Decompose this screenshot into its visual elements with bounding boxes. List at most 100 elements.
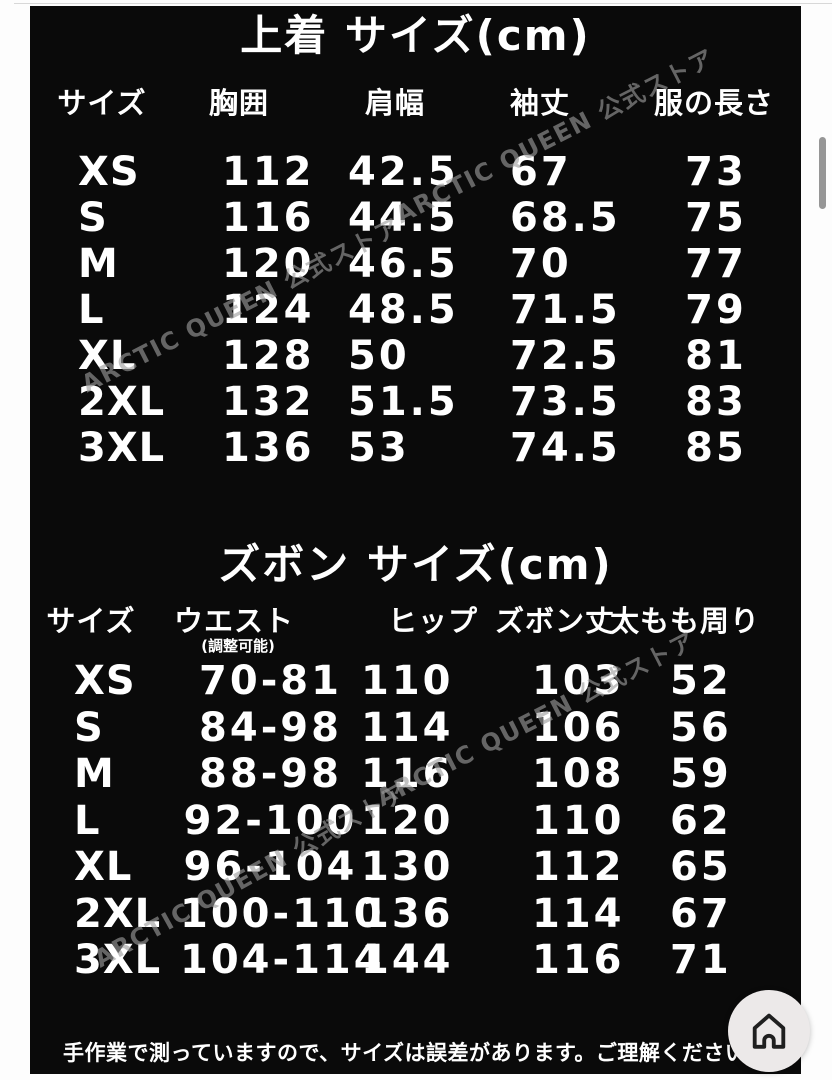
- waist-cell: 88-98: [199, 751, 342, 798]
- header-garment-length: 服の長さ: [653, 86, 775, 120]
- size-cell: XS: [74, 658, 136, 705]
- trouser-length-cell: 114: [532, 890, 625, 937]
- size-cell: L: [78, 287, 105, 333]
- thigh-cell: 71: [670, 937, 732, 984]
- sleeve-cell: 73.5: [510, 379, 621, 425]
- chest-cell: 128: [222, 333, 315, 379]
- length-cell: 79: [685, 287, 747, 333]
- chest-cell: 136: [222, 425, 315, 471]
- jacket-table-body: XS 112 42.5 67 73 S 116 44.5 68.5 75 M 1…: [30, 149, 801, 471]
- waist-cell: 100-110: [180, 890, 385, 937]
- size-cell: XL: [74, 844, 133, 891]
- table-row: XS 70-81 110 103 52: [30, 658, 801, 705]
- sleeve-cell: 67: [510, 149, 572, 195]
- waist-adjustable-note: (調整可能): [201, 637, 275, 655]
- waist-cell: 92-100: [183, 797, 358, 844]
- shoulder-cell: 42.5: [348, 149, 459, 195]
- table-row: S 84-98 114 106 56: [30, 705, 801, 752]
- thigh-cell: 65: [670, 844, 732, 891]
- table-row: S 116 44.5 68.5 75: [30, 195, 801, 241]
- header-chest: 胸囲: [208, 86, 270, 120]
- measurement-disclaimer: 手作業で測っていますので、サイズは誤差があります。ご理解ください。: [63, 1041, 768, 1065]
- size-cell: M: [78, 241, 119, 287]
- header-sleeve: 袖丈: [509, 86, 571, 120]
- trouser-length-cell: 103: [532, 658, 625, 705]
- header-size: サイズ: [57, 86, 147, 120]
- sleeve-cell: 72.5: [510, 333, 621, 379]
- table-row: 2XL 132 51.5 73.5 83: [30, 379, 801, 425]
- header-size: サイズ: [46, 604, 136, 638]
- trouser-length-cell: 108: [532, 751, 625, 798]
- length-cell: 83: [685, 379, 747, 425]
- table-row: 3XL 136 53 74.5 85: [30, 425, 801, 471]
- waist-cell: 104-114: [180, 937, 385, 984]
- size-cell: XL: [78, 333, 137, 379]
- size-cell: 2XL: [74, 890, 162, 937]
- trouser-length-cell: 110: [532, 797, 625, 844]
- shoulder-cell: 48.5: [348, 287, 459, 333]
- top-divider-line: [14, 3, 832, 4]
- thigh-cell: 56: [670, 704, 732, 751]
- hip-cell: 114: [361, 704, 454, 751]
- hip-cell: 136: [361, 890, 454, 937]
- hip-cell: 110: [361, 658, 454, 705]
- size-cell: 2XL: [78, 379, 166, 425]
- size-cell: S: [78, 195, 108, 241]
- size-chart-image: 上着 サイズ(cm) サイズ 胸囲 肩幅 袖丈 服の長さ XS 112 42.5…: [30, 6, 801, 1074]
- chest-cell: 124: [222, 287, 315, 333]
- hip-cell: 120: [361, 797, 454, 844]
- header-waist: ウエスト: [173, 604, 295, 638]
- shoulder-cell: 44.5: [348, 195, 459, 241]
- waist-cell: 70-81: [199, 658, 342, 705]
- table-row: XS 112 42.5 67 73: [30, 149, 801, 195]
- table-row: XL 128 50 72.5 81: [30, 333, 801, 379]
- length-cell: 85: [685, 425, 747, 471]
- trouser-length-cell: 116: [532, 937, 625, 984]
- home-button[interactable]: [728, 990, 810, 1072]
- thigh-cell: 62: [670, 797, 732, 844]
- chest-cell: 132: [222, 379, 315, 425]
- header-trouser-length: ズボン丈: [494, 604, 616, 638]
- table-row: 2XL 100-110 136 114 67: [30, 891, 801, 938]
- home-icon: [752, 1013, 786, 1049]
- header-shoulder: 肩幅: [364, 86, 426, 120]
- waist-cell: 96-104: [183, 844, 358, 891]
- hip-cell: 116: [361, 751, 454, 798]
- size-cell: XS: [78, 149, 140, 195]
- sleeve-cell: 74.5: [510, 425, 621, 471]
- size-cell: S: [74, 704, 104, 751]
- length-cell: 73: [685, 149, 747, 195]
- length-cell: 75: [685, 195, 747, 241]
- header-thigh: 太もも周り: [609, 604, 761, 638]
- pants-table-header-row: サイズ ウエスト ヒップ ズボン丈 太もも周り: [30, 603, 801, 639]
- thigh-cell: 52: [670, 658, 732, 705]
- chest-cell: 116: [222, 195, 315, 241]
- length-cell: 81: [685, 333, 747, 379]
- table-row: L 124 48.5 71.5 79: [30, 287, 801, 333]
- sleeve-cell: 71.5: [510, 287, 621, 333]
- length-cell: 77: [685, 241, 747, 287]
- chest-cell: 120: [222, 241, 315, 287]
- shoulder-cell: 51.5: [348, 379, 459, 425]
- trouser-length-cell: 112: [532, 844, 625, 891]
- table-row: XL 96-104 130 112 65: [30, 844, 801, 891]
- jacket-table-title: 上着 サイズ(cm): [240, 11, 591, 60]
- header-hip: ヒップ: [387, 604, 479, 638]
- hip-cell: 130: [361, 844, 454, 891]
- thigh-cell: 59: [670, 751, 732, 798]
- size-cell: 3XL: [74, 937, 162, 984]
- table-row: M 88-98 116 108 59: [30, 751, 801, 798]
- shoulder-cell: 53: [348, 425, 410, 471]
- scrollbar-thumb[interactable]: [819, 137, 826, 209]
- table-row: L 92-100 120 110 62: [30, 798, 801, 845]
- hip-cell: 144: [361, 937, 454, 984]
- table-row: 3XL 104-114 144 116 71: [30, 937, 801, 984]
- thigh-cell: 67: [670, 890, 732, 937]
- size-cell: M: [74, 751, 115, 798]
- pants-table-body: XS 70-81 110 103 52 S 84-98 114 106 56 M…: [30, 658, 801, 984]
- sleeve-cell: 70: [510, 241, 572, 287]
- pants-table-title: ズボン サイズ(cm): [218, 540, 613, 589]
- size-cell: 3XL: [78, 425, 166, 471]
- jacket-table-header-row: サイズ 胸囲 肩幅 袖丈 服の長さ: [30, 85, 801, 121]
